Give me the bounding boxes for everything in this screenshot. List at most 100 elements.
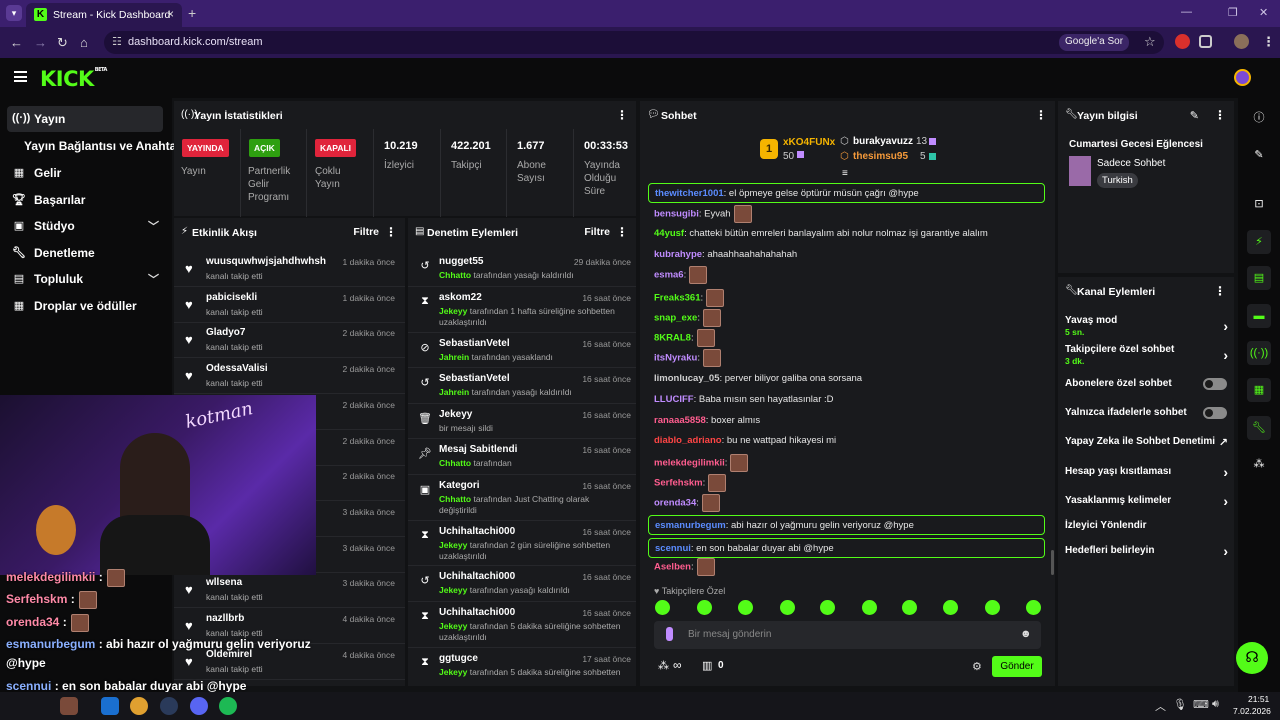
sidebar-item-basarilar[interactable]: 🏆︎ Başarılar xyxy=(7,187,163,213)
channel-action-item[interactable]: İzleyici Yönlendir xyxy=(1058,520,1234,531)
more-options-icon[interactable]: ⋮ xyxy=(1214,284,1226,298)
tray-chevron-icon[interactable]: ︿ xyxy=(1155,701,1166,713)
volume-icon[interactable]: 🔊︎ xyxy=(1212,698,1219,710)
chat-username[interactable]: limonlucay_05 xyxy=(654,373,720,384)
chat-message[interactable]: orenda34: xyxy=(654,494,720,512)
layout-icon[interactable]: ▦ xyxy=(1247,378,1271,402)
chat-message[interactable]: thewitcher1001: el öpmeye gelse öptürür … xyxy=(648,183,1045,203)
chat-username[interactable]: snap_exe xyxy=(654,312,698,324)
emote-icon[interactable] xyxy=(820,600,835,615)
edit-pencil-icon[interactable]: ✎ xyxy=(1254,149,1264,161)
more-options-icon[interactable]: ⋮ xyxy=(1035,108,1047,122)
close-window-icon[interactable]: ✕ xyxy=(1259,7,1269,19)
chat-message[interactable]: 8KRAL8: xyxy=(654,329,715,347)
lightning-icon[interactable]: ⚡︎ xyxy=(1247,230,1271,254)
chat-message[interactable]: esma6: xyxy=(654,266,708,284)
bookmark-star-icon[interactable]: ☆ xyxy=(1144,34,1156,49)
extensions-icon[interactable] xyxy=(1199,35,1212,48)
reload-icon[interactable]: ↻ xyxy=(57,35,68,50)
emoji-icon[interactable]: ☻ xyxy=(1020,628,1032,640)
address-bar[interactable]: ☷ dashboard.kick.com/stream Google'a Sor… xyxy=(104,31,1164,54)
channel-action-item[interactable]: Hedefleri belirleyin › xyxy=(1058,543,1234,559)
browser-menu-icon[interactable]: ⋮ xyxy=(1262,34,1275,49)
chat-message[interactable]: 44yusf: chatteki bütün emreleri banlayal… xyxy=(654,228,988,239)
chat-username[interactable]: itsNyraku xyxy=(654,352,698,364)
moderation-item[interactable]: 🗑︎ Jekeyy bir mesajı sildi 16 saat önce xyxy=(408,404,636,439)
minimize-icon[interactable]: — xyxy=(1181,6,1192,18)
chat-username[interactable]: ranaaa5858 xyxy=(654,415,706,426)
site-info-icon[interactable]: ☷ xyxy=(112,36,122,48)
emote-icon[interactable] xyxy=(1026,600,1041,615)
emote-icon[interactable] xyxy=(780,600,795,615)
moderation-item[interactable]: ▣ Kategori Chhatto tarafından Just Chattin… xyxy=(408,475,636,521)
hamburger-menu-icon[interactable] xyxy=(14,71,27,82)
chat-message[interactable]: melekdegilimkii: xyxy=(654,454,749,472)
chat-username[interactable]: scennui xyxy=(655,543,691,554)
network-icon[interactable]: ⌨ xyxy=(1193,699,1209,711)
kick-logo[interactable]: KICKBETA xyxy=(40,67,107,91)
extension-icon[interactable] xyxy=(1175,34,1190,49)
chat-username[interactable]: 44yusf xyxy=(654,228,685,239)
more-panels-icon[interactable]: ⁂ xyxy=(1253,458,1265,470)
chat-username[interactable]: kubrahype xyxy=(654,249,703,260)
chat-username[interactable]: thewitcher1001 xyxy=(655,188,724,199)
support-headset-icon[interactable]: ☊ xyxy=(1236,642,1268,674)
profile-avatar[interactable] xyxy=(1234,34,1249,49)
chat-message[interactable]: esmanurbegum: abi hazır ol yağmuru gelin… xyxy=(648,515,1045,535)
send-button[interactable]: Gönder xyxy=(992,656,1042,677)
collapse-leaders-icon[interactable]: ≡ xyxy=(842,168,848,179)
chat-input[interactable]: Bir mesaj gönderin ☻ xyxy=(654,621,1041,649)
chat-username[interactable]: bensugibi xyxy=(654,208,699,220)
more-options-icon[interactable]: ⋮ xyxy=(616,225,628,239)
filter-button[interactable]: Filtre xyxy=(584,226,610,238)
chat-icon[interactable]: ▬ xyxy=(1247,304,1271,328)
emote-icon[interactable] xyxy=(862,600,877,615)
google-ask-button[interactable]: Google'a Sor xyxy=(1059,34,1130,51)
activity-item[interactable]: ♥ nazllbrb kanalı takip etti 4 dakika önce xyxy=(174,608,405,644)
home-icon[interactable]: ⌂ xyxy=(80,35,88,50)
chat-message[interactable]: Serfehskm: xyxy=(654,474,727,492)
chat-message[interactable]: diablo_adriano: bu ne wattpad hikayesi m… xyxy=(654,435,836,446)
sidebar-item-topluluk[interactable]: ▤ Topluluk ﹀ xyxy=(7,266,163,292)
edit-pencil-icon[interactable]: ✎ xyxy=(1189,110,1199,122)
user-avatar[interactable] xyxy=(1234,69,1251,86)
channel-action-item[interactable]: Hesap yaşı kısıtlaması › xyxy=(1058,464,1234,480)
wrench-icon[interactable]: 🔧︎ xyxy=(1247,416,1271,440)
channel-action-item[interactable]: Yapay Zeka ile Sohbet Denetimi ↗ xyxy=(1058,436,1234,449)
chat-username[interactable]: melekdegilimkii xyxy=(654,457,725,469)
moderation-item[interactable]: ↺ SebastianVetel Jahrein tarafından yasağı… xyxy=(408,368,636,404)
chat-message[interactable]: itsNyraku: xyxy=(654,349,721,367)
document-icon[interactable]: ▤ xyxy=(1247,266,1271,290)
emote-icon[interactable] xyxy=(902,600,917,615)
chat-message[interactable]: kubrahype: ahaahhaahahahahah xyxy=(654,249,797,260)
chat-username[interactable]: esmanurbegum xyxy=(655,520,726,531)
chat-username[interactable]: 8KRAL8 xyxy=(654,332,691,344)
browser-tab[interactable]: K Stream - Kick Dashboard × xyxy=(26,3,182,27)
discord-icon[interactable] xyxy=(190,697,208,715)
language-tag[interactable]: Turkish xyxy=(1097,173,1138,188)
channel-action-item[interactable]: Yalnızca ifadelerle sohbet xyxy=(1058,407,1234,419)
activity-item[interactable]: ♥ OdessaValisi kanalı takip etti 2 dakika ö… xyxy=(174,358,405,395)
sidebar-item-droplar[interactable]: ▦ Droplar ve ödüller xyxy=(7,293,163,319)
channel-action-item[interactable]: Takipçilere özel sohbet 3 dk. › xyxy=(1058,344,1234,366)
settings-gear-icon[interactable]: ⚙ xyxy=(972,661,982,673)
category-name[interactable]: Sadece Sohbet xyxy=(1097,158,1166,169)
folder-icon[interactable] xyxy=(60,697,78,715)
sidebar-item-yayin-baglantisi[interactable]: Yayın Bağlantısı ve Anahtarı xyxy=(7,133,184,159)
moderation-item[interactable]: 📌︎ Mesaj Sabitlendi Chhatto tarafından 16 s… xyxy=(408,439,636,475)
activity-item[interactable]: ♥ wllsena kanalı takip etti 3 dakika önce xyxy=(174,572,405,609)
channel-action-item[interactable]: Abonelere özel sohbet xyxy=(1058,378,1234,390)
outlook-icon[interactable] xyxy=(101,697,119,715)
chat-username[interactable]: orenda34 xyxy=(654,497,697,509)
chat-username[interactable]: LLUCIFF xyxy=(654,394,694,405)
chat-username[interactable]: esma6 xyxy=(654,269,684,281)
chat-message[interactable]: limonlucay_05: perver biliyor galiba ona… xyxy=(654,373,862,384)
more-options-icon[interactable]: ⋮ xyxy=(1214,108,1226,122)
chat-message[interactable]: Freaks361: xyxy=(654,289,725,307)
chat-scrollbar[interactable] xyxy=(1051,550,1054,575)
chat-username[interactable]: Aselben xyxy=(654,561,691,573)
more-options-icon[interactable]: ⋮ xyxy=(385,225,397,239)
emote-icon[interactable] xyxy=(943,600,958,615)
moderation-item[interactable]: ⧗ ggtugce Jekeyy tarafından 5 dakika sürel… xyxy=(408,648,636,686)
spotify-icon[interactable] xyxy=(219,697,237,715)
